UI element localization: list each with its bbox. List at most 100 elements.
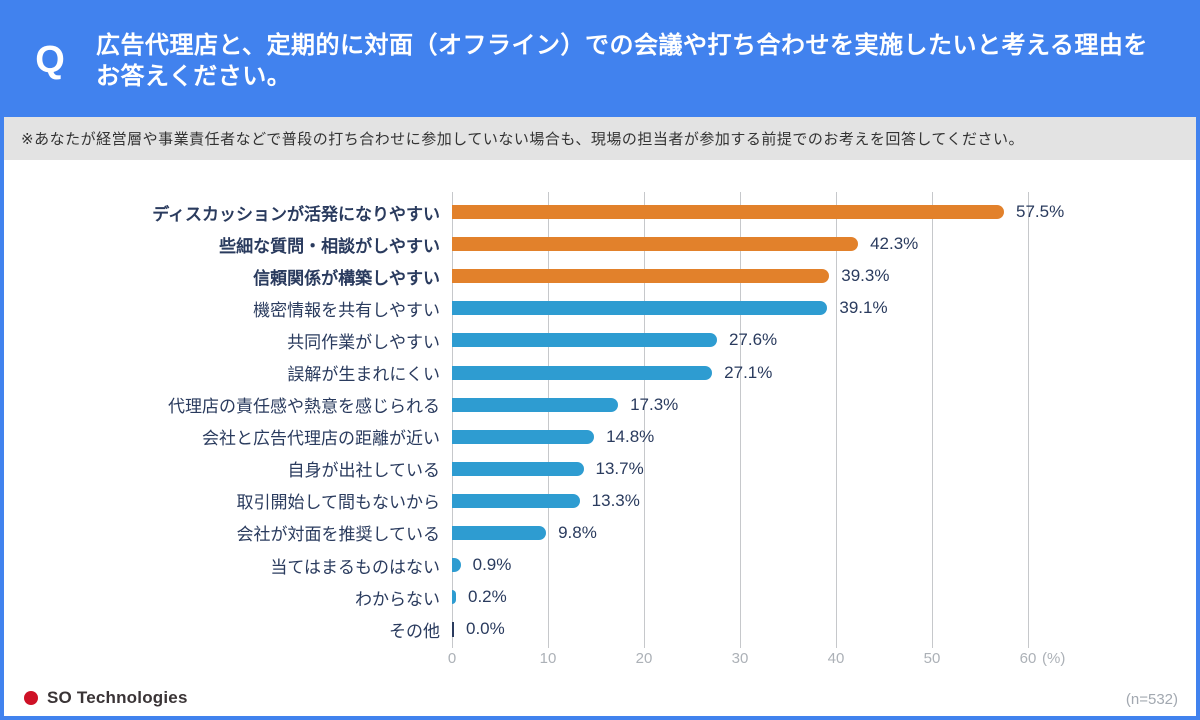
survey-note-text: ※あなたが経営層や事業責任者などで普段の打ち合わせに参加していない場合も、現場の… [21, 131, 1024, 148]
value-label: 17.3% [630, 394, 679, 414]
value-label: 27.6% [728, 330, 778, 350]
gridline-40 [836, 192, 837, 648]
x-tick-label-20: 20 [635, 650, 653, 667]
bar [452, 429, 595, 444]
bar-row: 会社が対面を推奨している 9.8% [4, 517, 1196, 549]
bar-row: 自身が出社している 13.7% [4, 453, 1196, 485]
value-label: 9.8% [558, 522, 597, 542]
value-label: 0.2% [468, 587, 507, 607]
gridline-60 [1028, 192, 1029, 648]
value-label: 0.0% [466, 619, 505, 639]
question-title-line1: 広告代理店と、定期的に対面（オフライン）での会議や打ち合わせを実施したいと考える… [96, 31, 1148, 59]
bar-row: 当てはまるものはない 0.9% [4, 549, 1196, 581]
bar-chart: ディスカッションが活発になりやすい 57.5% 些細な質問・相談がしやすい 42.3%… [4, 160, 1196, 667]
bar-row: 会社と広告代理店の距離が近い 14.8% [4, 421, 1196, 453]
bar-row: ディスカッションが活発になりやすい 57.5% [4, 196, 1196, 228]
bar-zone: 0.2% [452, 581, 507, 613]
bar-zone: 13.7% [452, 453, 644, 485]
gridline-30 [740, 192, 741, 648]
gridline-10 [548, 192, 549, 648]
question-title: 広告代理店と、定期的に対面（オフライン）での会議や打ち合わせを実施したいと考える… [96, 30, 1148, 92]
bar-zone: 27.1% [452, 356, 772, 388]
bar-row: 些細な質問・相談がしやすい 42.3% [4, 228, 1196, 260]
gridline-0 [452, 192, 453, 648]
bar-row: 機密情報を共有しやすい 39.1% [4, 292, 1196, 324]
bar [452, 365, 713, 380]
footer: SO Technologies (n=532) [4, 665, 1196, 716]
category-label: ディスカッションが活発になりやすい [152, 204, 440, 224]
bar [452, 590, 456, 605]
bar [452, 525, 547, 540]
category-label: 代理店の責任感や熱意を感じられる [168, 397, 440, 417]
category-label: 会社が対面を推奨している [236, 525, 441, 545]
bar-zone: 9.8% [452, 517, 597, 549]
category-label: わからない [355, 589, 440, 609]
bar [452, 397, 619, 412]
category-label: 機密情報を共有しやすい [253, 300, 440, 320]
bar-zone: 14.8% [452, 421, 654, 453]
bar-row: 代理店の責任感や熱意を感じられる 17.3% [4, 389, 1196, 421]
bar [452, 301, 828, 316]
bar-row: 誤解が生まれにくい 27.1% [4, 356, 1196, 388]
value-label: 57.5% [1016, 202, 1065, 222]
bar-row: 信頼関係が構築しやすい 39.3% [4, 260, 1196, 292]
value-label: 14.8% [606, 426, 655, 446]
bar-zone: 13.3% [452, 485, 640, 517]
x-tick-label-10: 10 [539, 650, 557, 667]
category-label: 些細な質問・相談がしやすい [219, 236, 440, 256]
category-label: 会社と広告代理店の距離が近い [202, 429, 440, 449]
bar [452, 461, 584, 476]
bar-zone: 17.3% [452, 389, 678, 421]
question-mark-icon: Q [35, 39, 65, 81]
value-label: 39.1% [839, 298, 888, 318]
x-tick-label-30: 30 [731, 650, 749, 667]
bar-row: 取引開始して間もないから 13.3% [4, 485, 1196, 517]
bar-zone: 57.5% [452, 196, 1064, 228]
bar-row: 共同作業がしやすい 27.6% [4, 324, 1196, 356]
value-label: 13.3% [591, 490, 640, 510]
x-tick-label-60: 60 [1019, 650, 1037, 667]
category-label: 自身が出社している [287, 461, 441, 481]
category-label: 誤解が生まれにくい [287, 365, 440, 385]
bar [452, 269, 830, 284]
gridline-50 [932, 192, 933, 648]
bar-zone: 39.3% [452, 260, 889, 292]
category-label: その他 [389, 621, 440, 641]
question-title-line2: お答えください。 [96, 62, 292, 90]
bar-zone: 42.3% [452, 228, 918, 260]
value-label: 42.3% [870, 234, 919, 254]
bar [452, 333, 717, 348]
category-label: 取引開始して間もないから [236, 493, 441, 513]
category-label: 共同作業がしやすい [287, 332, 440, 352]
x-tick-label-40: 40 [827, 650, 845, 667]
x-axis-unit-label: (%) [1042, 650, 1066, 667]
brand-logo: SO Technologies [24, 688, 188, 708]
bar-zone: 0.0% [452, 613, 505, 645]
value-label: 27.1% [724, 362, 773, 382]
value-label: 39.3% [841, 266, 890, 286]
brand-name: SO Technologies [47, 688, 188, 707]
value-label: 0.9% [472, 555, 512, 575]
x-tick-label-50: 50 [923, 650, 941, 667]
survey-note: ※あなたが経営層や事業責任者などで普段の打ち合わせに参加していない場合も、現場の… [4, 117, 1196, 160]
bar-zone: 39.1% [452, 292, 888, 324]
bar-row: その他 0.0% [4, 613, 1196, 645]
bar-row: わからない 0.2% [4, 581, 1196, 613]
bar [452, 621, 454, 637]
bar [452, 205, 1004, 220]
value-label: 13.7% [595, 458, 644, 478]
bar-zone: 0.9% [452, 549, 511, 581]
bar [452, 558, 461, 573]
gridline-20 [644, 192, 645, 648]
bar-zone: 27.6% [452, 324, 777, 356]
x-tick-label-0: 0 [447, 650, 457, 667]
question-header: Q 広告代理店と、定期的に対面（オフライン）での会議や打ち合わせを実施したいと考… [4, 4, 1196, 117]
plot-rows: ディスカッションが活発になりやすい 57.5% 些細な質問・相談がしやすい 42.3%… [4, 160, 1196, 645]
brand-dot-icon [24, 691, 38, 705]
bar [452, 237, 859, 252]
sample-size-label: (n=532) [1125, 691, 1178, 708]
bar [452, 493, 580, 508]
category-label: 信頼関係が構築しやすい [253, 268, 440, 288]
category-label: 当てはまるものはない [270, 557, 440, 577]
